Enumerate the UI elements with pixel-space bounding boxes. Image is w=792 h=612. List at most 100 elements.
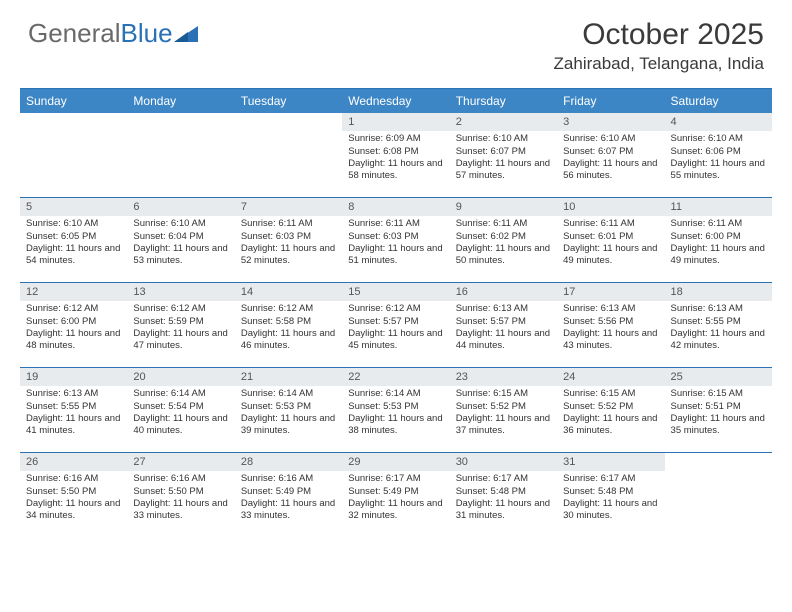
- daylight-text: Daylight: 11 hours and 45 minutes.: [348, 328, 443, 353]
- daylight-text: Daylight: 11 hours and 38 minutes.: [348, 413, 443, 438]
- sunrise-text: Sunrise: 6:15 AM: [456, 388, 551, 400]
- date-number: 8: [342, 198, 449, 216]
- sunset-text: Sunset: 6:08 PM: [348, 146, 443, 158]
- daylight-text: Daylight: 11 hours and 42 minutes.: [671, 328, 766, 353]
- date-number: 4: [665, 113, 772, 131]
- week-row: 12Sunrise: 6:12 AMSunset: 6:00 PMDayligh…: [20, 283, 772, 368]
- sunrise-text: Sunrise: 6:11 AM: [348, 218, 443, 230]
- date-number: 17: [557, 283, 664, 301]
- daylight-text: Daylight: 11 hours and 47 minutes.: [133, 328, 228, 353]
- calendar-cell: 23Sunrise: 6:15 AMSunset: 5:52 PMDayligh…: [450, 368, 557, 452]
- calendar-cell: 15 Sunrise: 6:12 AMSunset: 5:57 PMDayligh…: [342, 283, 449, 367]
- sunrise-text: Sunrise: 6:16 AM: [133, 473, 228, 485]
- daylight-text: Daylight: 11 hours and 50 minutes.: [456, 243, 551, 268]
- date-number: 30: [450, 453, 557, 471]
- sunrise-text: Sunrise: 6:11 AM: [456, 218, 551, 230]
- daylight-text: Daylight: 11 hours and 34 minutes.: [26, 498, 121, 523]
- month-title: October 2025: [554, 18, 764, 52]
- daylight-text: Daylight: 11 hours and 44 minutes.: [456, 328, 551, 353]
- logo-triangle-icon: [174, 24, 200, 44]
- cell-info: Sunrise: 6:11 AMSunset: 6:01 PMDaylight:…: [557, 218, 664, 267]
- calendar-cell: 8 Sunrise: 6:11 AMSunset: 6:03 PMDaylight…: [342, 198, 449, 282]
- cell-info: Sunrise: 6:17 AMSunset: 5:49 PMDaylight:…: [342, 473, 449, 522]
- calendar-cell: 7Sunrise: 6:11 AMSunset: 6:03 PMDaylight…: [235, 198, 342, 282]
- date-number: 10: [557, 198, 664, 216]
- sunrise-text: Sunrise: 6:16 AM: [26, 473, 121, 485]
- date-number: 1: [342, 113, 449, 131]
- date-number: 23: [450, 368, 557, 386]
- sunset-text: Sunset: 5:55 PM: [671, 316, 766, 328]
- sunset-text: Sunset: 6:01 PM: [563, 231, 658, 243]
- calendar-cell: 12Sunrise: 6:12 AMSunset: 6:00 PMDayligh…: [20, 283, 127, 367]
- calendar-cell: 3Sunrise: 6:10 AMSunset: 6:07 PMDaylight…: [557, 113, 664, 197]
- daylight-text: Daylight: 11 hours and 54 minutes.: [26, 243, 121, 268]
- sunset-text: Sunset: 6:07 PM: [563, 146, 658, 158]
- date-number: 3: [557, 113, 664, 131]
- cell-info: Sunrise: 6:10 AMSunset: 6:05 PMDaylight:…: [20, 218, 127, 267]
- cell-info: Sunrise: 6:11 AMSunset: 6:03 PMDaylight:…: [235, 218, 342, 267]
- date-number: 15: [342, 283, 449, 301]
- calendar-body: 1Sunrise: 6:09 AMSunset: 6:08 PMDaylight…: [20, 113, 772, 537]
- cell-info: Sunrise: 6:10 AMSunset: 6:06 PMDaylight:…: [665, 133, 772, 182]
- date-number: 2: [450, 113, 557, 131]
- sunrise-text: Sunrise: 6:09 AM: [348, 133, 443, 145]
- daylight-text: Daylight: 11 hours and 51 minutes.: [348, 243, 443, 268]
- calendar-cell: 31Sunrise: 6:17 AMSunset: 5:48 PMDayligh…: [557, 453, 664, 537]
- calendar-cell: 18Sunrise: 6:13 AMSunset: 5:55 PMDayligh…: [665, 283, 772, 367]
- sunset-text: Sunset: 5:48 PM: [456, 486, 551, 498]
- cell-info: Sunrise: 6:12 AMSunset: 6:00 PMDaylight:…: [20, 303, 127, 352]
- sunrise-text: Sunrise: 6:17 AM: [563, 473, 658, 485]
- sunset-text: Sunset: 5:52 PM: [456, 401, 551, 413]
- calendar-cell: 26Sunrise: 6:16 AMSunset: 5:50 PMDayligh…: [20, 453, 127, 537]
- calendar-cell: 19Sunrise: 6:13 AMSunset: 5:55 PMDayligh…: [20, 368, 127, 452]
- calendar-cell: 22Sunrise: 6:14 AMSunset: 5:53 PMDayligh…: [342, 368, 449, 452]
- sunset-text: Sunset: 5:55 PM: [26, 401, 121, 413]
- sunset-text: Sunset: 6:03 PM: [241, 231, 336, 243]
- sunset-text: Sunset: 5:53 PM: [241, 401, 336, 413]
- cell-info: Sunrise: 6:14 AMSunset: 5:53 PMDaylight:…: [342, 388, 449, 437]
- daylight-text: Daylight: 11 hours and 40 minutes.: [133, 413, 228, 438]
- cell-info: Sunrise: 6:12 AMSunset: 5:59 PMDaylight:…: [127, 303, 234, 352]
- sunrise-text: Sunrise: 6:12 AM: [348, 303, 443, 315]
- date-number: [127, 113, 234, 131]
- daylight-text: Daylight: 11 hours and 46 minutes.: [241, 328, 336, 353]
- cell-info: Sunrise: 6:12 AMSunset: 5:57 PMDaylight:…: [342, 303, 449, 352]
- daylight-text: Daylight: 11 hours and 52 minutes.: [241, 243, 336, 268]
- sunrise-text: Sunrise: 6:14 AM: [241, 388, 336, 400]
- day-header-row: SundayMondayTuesdayWednesdayThursdayFrid…: [20, 89, 772, 113]
- sunrise-text: Sunrise: 6:13 AM: [26, 388, 121, 400]
- week-row: 1 Sunrise: 6:09 AMSunset: 6:08 PMDaylight…: [20, 113, 772, 198]
- daylight-text: Daylight: 11 hours and 35 minutes.: [671, 413, 766, 438]
- cell-info: Sunrise: 6:17 AMSunset: 5:48 PMDaylight:…: [450, 473, 557, 522]
- calendar-cell: 9Sunrise: 6:11 AMSunset: 6:02 PMDaylight…: [450, 198, 557, 282]
- sunrise-text: Sunrise: 6:13 AM: [563, 303, 658, 315]
- daylight-text: Daylight: 11 hours and 49 minutes.: [671, 243, 766, 268]
- sunrise-text: Sunrise: 6:15 AM: [671, 388, 766, 400]
- calendar-cell: 20Sunrise: 6:14 AMSunset: 5:54 PMDayligh…: [127, 368, 234, 452]
- sunrise-text: Sunrise: 6:11 AM: [671, 218, 766, 230]
- calendar-cell: 13Sunrise: 6:12 AMSunset: 5:59 PMDayligh…: [127, 283, 234, 367]
- daylight-text: Daylight: 11 hours and 58 minutes.: [348, 158, 443, 183]
- date-number: 19: [20, 368, 127, 386]
- date-number: 11: [665, 198, 772, 216]
- sunset-text: Sunset: 5:52 PM: [563, 401, 658, 413]
- location: Zahirabad, Telangana, India: [554, 54, 764, 74]
- date-number: [20, 113, 127, 131]
- cell-info: Sunrise: 6:13 AMSunset: 5:55 PMDaylight:…: [665, 303, 772, 352]
- calendar-cell: 2Sunrise: 6:10 AMSunset: 6:07 PMDaylight…: [450, 113, 557, 197]
- sunrise-text: Sunrise: 6:10 AM: [671, 133, 766, 145]
- cell-info: Sunrise: 6:15 AMSunset: 5:52 PMDaylight:…: [557, 388, 664, 437]
- logo: GeneralBlue: [28, 18, 200, 49]
- sunrise-text: Sunrise: 6:14 AM: [348, 388, 443, 400]
- cell-info: Sunrise: 6:13 AMSunset: 5:56 PMDaylight:…: [557, 303, 664, 352]
- sunrise-text: Sunrise: 6:14 AM: [133, 388, 228, 400]
- cell-info: Sunrise: 6:09 AMSunset: 6:08 PMDaylight:…: [342, 133, 449, 182]
- daylight-text: Daylight: 11 hours and 36 minutes.: [563, 413, 658, 438]
- date-number: 25: [665, 368, 772, 386]
- sunrise-text: Sunrise: 6:10 AM: [456, 133, 551, 145]
- week-row: 19 Sunrise: 6:13 AMSunset: 5:55 PM Dayligh…: [20, 368, 772, 453]
- cell-info: Sunrise: 6:11 AMSunset: 6:03 PMDaylight:…: [342, 218, 449, 267]
- calendar-cell: 16Sunrise: 6:13 AMSunset: 5:57 PMDayligh…: [450, 283, 557, 367]
- sunrise-text: Sunrise: 6:17 AM: [456, 473, 551, 485]
- daylight-text: Daylight: 11 hours and 48 minutes.: [26, 328, 121, 353]
